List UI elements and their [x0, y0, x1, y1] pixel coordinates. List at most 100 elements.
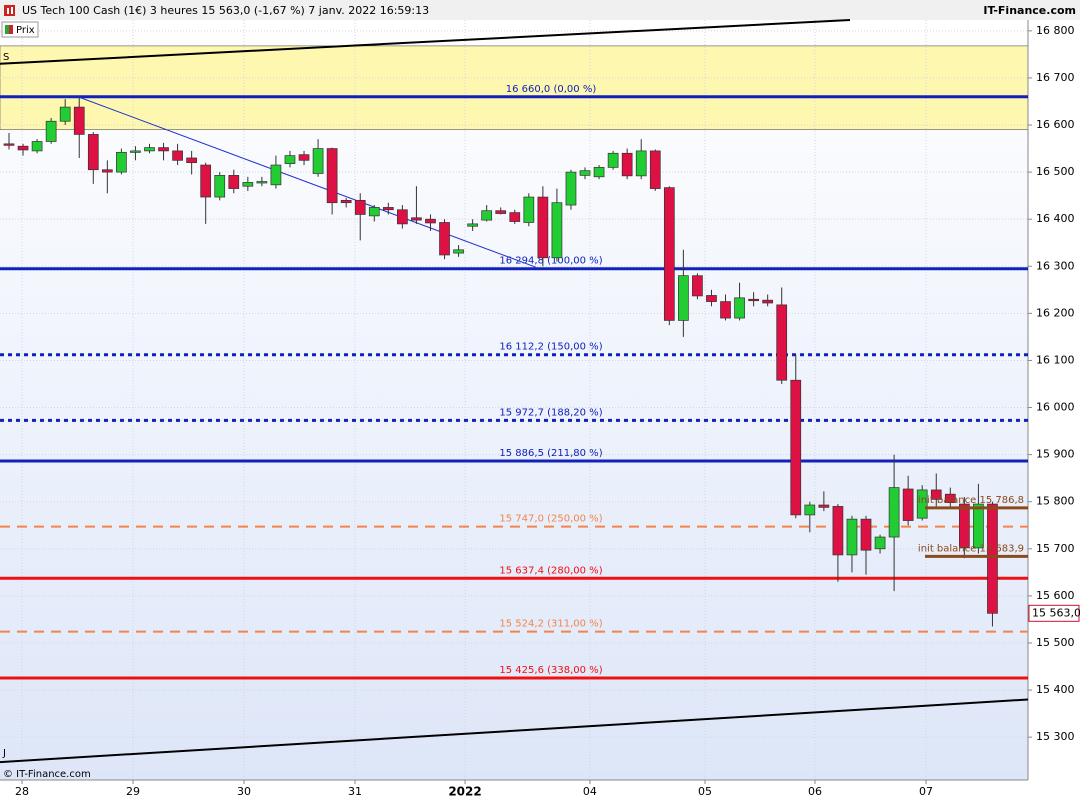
candle-body — [495, 210, 507, 214]
y-tick-label: 16 300 — [1036, 259, 1075, 272]
candle-body — [720, 301, 731, 319]
candle-body — [368, 207, 380, 217]
candle-body — [242, 182, 254, 187]
candle-body — [565, 171, 577, 206]
x-tick-label: 30 — [237, 785, 251, 798]
candle-body — [158, 147, 169, 152]
level-label: 15 425,6 (338,00 %) — [499, 665, 602, 676]
candle-body — [790, 379, 802, 516]
source: IT-Finance.com — [983, 4, 1076, 17]
candle-body — [930, 489, 942, 500]
x-tick-label: 04 — [583, 785, 597, 798]
y-tick-label: 15 900 — [1036, 448, 1075, 461]
candle-body — [87, 134, 99, 171]
under-layer — [0, 20, 1029, 780]
plot-area — [0, 20, 1028, 780]
candle-body — [340, 199, 352, 204]
candle-body — [298, 154, 310, 161]
trendline — [0, 698, 1029, 764]
y-tick-label: 15 500 — [1036, 636, 1075, 649]
candle-body — [776, 304, 788, 381]
chart-title: US Tech 100 Cash (1€) 3 heures 15 563,0 … — [22, 4, 429, 17]
candle-body — [411, 217, 422, 221]
y-tick-label: 15 700 — [1036, 542, 1075, 555]
candle-body — [579, 170, 591, 176]
candle-body — [397, 209, 408, 225]
init-label: init balance 15 786,8 — [918, 495, 1024, 506]
candle-body — [73, 106, 85, 135]
candle-body — [888, 487, 900, 538]
y-tick-label: 15 400 — [1036, 683, 1075, 696]
candle-body — [439, 222, 450, 256]
candle-body — [734, 297, 745, 319]
level-label: 15 524,2 (311,00 %) — [499, 619, 602, 630]
candle-body — [973, 503, 984, 549]
header-icon — [4, 5, 15, 16]
candle-body — [228, 175, 240, 189]
candle-body — [326, 148, 338, 204]
candle-body — [818, 504, 830, 508]
trendline — [77, 96, 537, 268]
y-tick-label: 16 400 — [1036, 212, 1075, 225]
legend-swatch — [9, 25, 13, 34]
candle-body — [31, 141, 43, 152]
candle-body — [635, 150, 647, 177]
x-tick-label: 2022 — [448, 785, 481, 799]
candle-body — [762, 299, 774, 304]
price-tag — [1028, 604, 1080, 622]
candle-body — [916, 489, 928, 519]
candle-body — [467, 223, 478, 227]
candle-body — [663, 187, 675, 321]
y-tick-label: 15 800 — [1036, 495, 1075, 508]
y-tick-label: 16 000 — [1036, 401, 1075, 414]
x-tick-label: 05 — [698, 785, 712, 798]
candle-body — [959, 503, 970, 549]
candle-body — [804, 504, 816, 516]
candle-body — [382, 207, 394, 211]
candle-body — [130, 150, 141, 153]
candle-body — [692, 275, 703, 297]
level-label: 15 637,4 (280,00 %) — [499, 565, 602, 576]
level-label: 15 747,0 (250,00 %) — [499, 514, 602, 525]
candle-body — [748, 298, 759, 302]
candle-body — [523, 196, 535, 223]
candle-body — [284, 155, 296, 164]
legend-swatch — [5, 25, 9, 34]
y-tick-label: 16 200 — [1036, 306, 1075, 319]
header-bar — [0, 0, 1080, 20]
zone — [0, 45, 1029, 131]
candle-body — [678, 275, 689, 321]
y-tick-label: 16 100 — [1036, 353, 1075, 366]
level-label: 15 972,7 (188,20 %) — [499, 407, 602, 418]
init-label: init balance 15 683,9 — [918, 543, 1024, 554]
candle-body — [874, 536, 886, 550]
candle-body — [214, 175, 226, 198]
candle-body — [706, 295, 717, 302]
candle-body — [593, 167, 605, 178]
candle-body — [481, 210, 493, 221]
level-label: 15 886,5 (211,80 %) — [499, 448, 602, 459]
y-tick-label: 15 300 — [1036, 730, 1075, 743]
candle-body — [256, 181, 268, 184]
x-tick-label: 07 — [919, 785, 933, 798]
candle-body — [101, 169, 113, 173]
header-icon-bar — [11, 7, 13, 14]
candle-body — [116, 151, 127, 173]
candle-body — [846, 518, 858, 556]
candle-body — [59, 106, 71, 122]
x-tick-label: 29 — [126, 785, 140, 798]
candle-body — [312, 148, 324, 174]
x-tick-label: 06 — [808, 785, 822, 798]
candle-body — [551, 202, 563, 259]
candle-body — [17, 145, 29, 151]
corner-label: J — [2, 748, 6, 759]
y-tick-label: 16 600 — [1036, 118, 1075, 131]
x-tick-label: 28 — [15, 785, 29, 798]
zone-label: S — [3, 52, 9, 63]
candle-body — [537, 196, 549, 259]
candle-body — [3, 143, 15, 146]
candle-body — [354, 199, 366, 215]
y-tick-label: 15 600 — [1036, 589, 1075, 602]
price-tag-label: 15 563,0 — [1032, 606, 1080, 619]
